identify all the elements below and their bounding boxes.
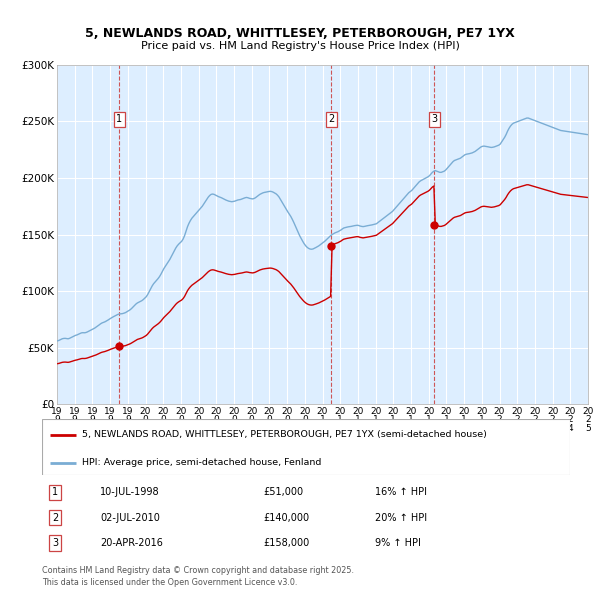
Text: 1: 1 bbox=[52, 487, 58, 497]
Text: £51,000: £51,000 bbox=[264, 487, 304, 497]
Text: 20-APR-2016: 20-APR-2016 bbox=[100, 538, 163, 548]
Text: 3: 3 bbox=[431, 114, 437, 124]
Text: 02-JUL-2010: 02-JUL-2010 bbox=[100, 513, 160, 523]
Text: £140,000: £140,000 bbox=[264, 513, 310, 523]
Text: 20% ↑ HPI: 20% ↑ HPI bbox=[374, 513, 427, 523]
Text: £158,000: £158,000 bbox=[264, 538, 310, 548]
Text: 2: 2 bbox=[328, 114, 334, 124]
Text: 9% ↑ HPI: 9% ↑ HPI bbox=[374, 538, 421, 548]
Text: HPI: Average price, semi-detached house, Fenland: HPI: Average price, semi-detached house,… bbox=[82, 458, 321, 467]
Text: 10-JUL-1998: 10-JUL-1998 bbox=[100, 487, 160, 497]
Text: 2: 2 bbox=[52, 513, 58, 523]
Text: 1: 1 bbox=[116, 114, 122, 124]
Text: 5, NEWLANDS ROAD, WHITTLESEY, PETERBOROUGH, PE7 1YX: 5, NEWLANDS ROAD, WHITTLESEY, PETERBOROU… bbox=[85, 27, 515, 40]
Text: 5, NEWLANDS ROAD, WHITTLESEY, PETERBOROUGH, PE7 1YX (semi-detached house): 5, NEWLANDS ROAD, WHITTLESEY, PETERBOROU… bbox=[82, 430, 487, 439]
Text: 3: 3 bbox=[52, 538, 58, 548]
Text: Contains HM Land Registry data © Crown copyright and database right 2025.
This d: Contains HM Land Registry data © Crown c… bbox=[42, 566, 354, 587]
Text: 16% ↑ HPI: 16% ↑ HPI bbox=[374, 487, 427, 497]
Text: Price paid vs. HM Land Registry's House Price Index (HPI): Price paid vs. HM Land Registry's House … bbox=[140, 41, 460, 51]
